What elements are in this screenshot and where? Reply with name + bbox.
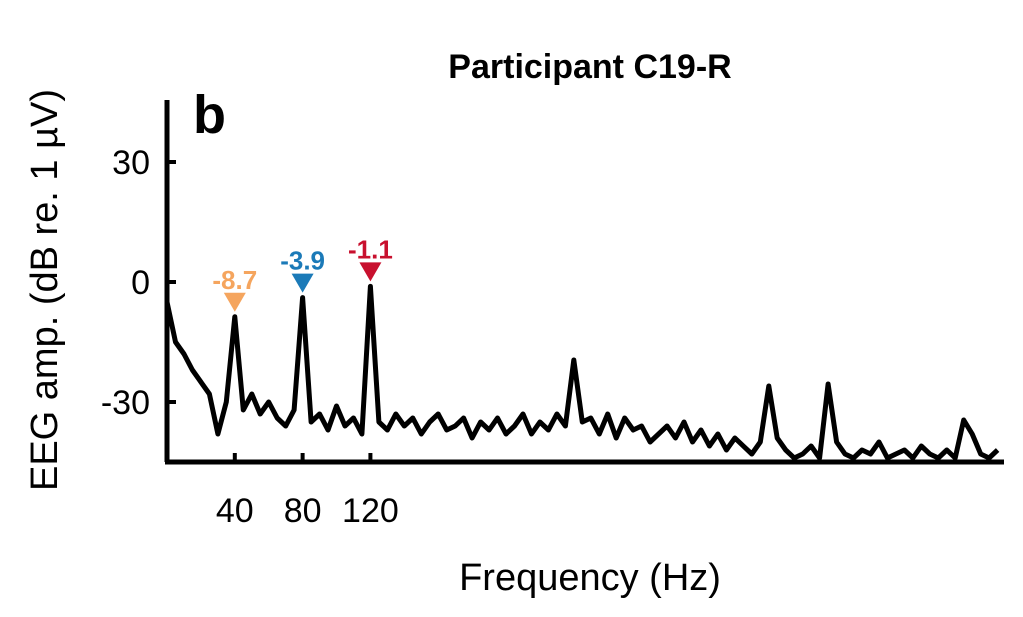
peak-marker-triangle <box>223 292 246 312</box>
x-tick-label: 40 <box>216 492 254 530</box>
peak-marker-triangle <box>359 262 382 282</box>
y-axis-label: EEG amp. (dB re. 1 µV) <box>24 89 66 491</box>
plot-area: 30 0 -30 40 80 120 -8.7 -3.9 -1.1 <box>101 100 1004 530</box>
x-tick-label: 80 <box>284 492 322 530</box>
panel-label: b <box>193 85 226 145</box>
y-tick-label: 30 <box>112 144 150 182</box>
y-tick-label: -30 <box>101 384 150 422</box>
peak-marker-triangle <box>291 273 314 293</box>
peak-value-label: -8.7 <box>212 265 257 295</box>
chart-title: Participant C19-R <box>448 48 731 86</box>
peak-value-label: -1.1 <box>348 234 393 264</box>
x-axis-label: Frequency (Hz) <box>459 557 721 599</box>
x-tick-label: 120 <box>342 492 399 530</box>
y-tick-label: 0 <box>131 264 150 302</box>
peak-value-label: -3.9 <box>280 246 325 276</box>
spectrum-line <box>164 283 1000 461</box>
